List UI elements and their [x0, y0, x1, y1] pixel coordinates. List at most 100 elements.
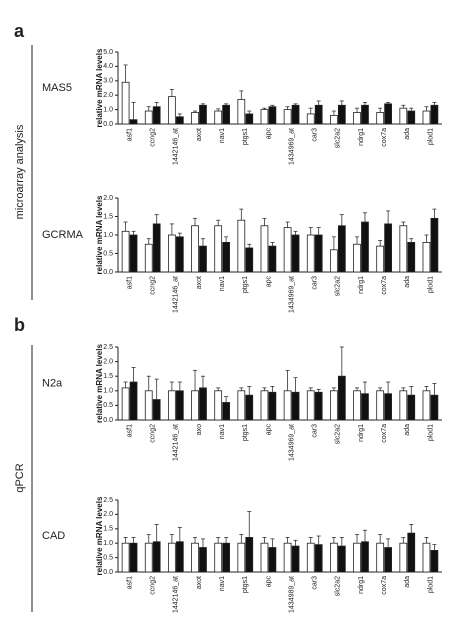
- error-bar: [378, 240, 383, 247]
- x-tick-label: ndrg1: [358, 424, 365, 442]
- bar: [399, 390, 408, 421]
- x-tick-label: ccng2: [150, 128, 157, 147]
- error-bar: [247, 243, 252, 248]
- error-bar: [154, 524, 159, 542]
- error-bar: [432, 383, 437, 396]
- error-bar: [409, 238, 414, 243]
- bar: [214, 225, 223, 273]
- bar: [237, 99, 246, 125]
- error-bar: [154, 214, 159, 224]
- error-bar: [123, 221, 128, 232]
- bar: [353, 390, 361, 421]
- bar: [361, 393, 369, 421]
- bar: [260, 109, 269, 125]
- bar: [144, 542, 153, 573]
- error-bar: [123, 64, 128, 83]
- error-bar: [293, 230, 298, 235]
- error-bar: [432, 208, 437, 219]
- bar: [175, 541, 184, 573]
- bar: [191, 390, 199, 421]
- y-tick-label: 0.5: [103, 554, 113, 561]
- bar: [337, 225, 346, 273]
- x-tick-label: asf1: [126, 424, 133, 437]
- bar: [330, 114, 338, 125]
- bar: [291, 545, 300, 573]
- x-tick-label: car3: [312, 276, 319, 290]
- x-tick-label: cox7a: [381, 276, 388, 295]
- error-bar: [432, 544, 437, 551]
- panel-label: a: [14, 21, 25, 41]
- bar: [129, 381, 138, 421]
- bar: [214, 542, 223, 573]
- bar: [245, 113, 254, 125]
- bar: [330, 542, 338, 573]
- bar: [191, 225, 199, 273]
- bar: [430, 394, 439, 421]
- bar: [306, 234, 315, 273]
- y-tick-label: 0.5: [103, 250, 113, 257]
- bar: [245, 537, 254, 573]
- bar: [152, 106, 161, 125]
- y-tick-label: 1.0: [103, 106, 113, 113]
- x-tick-label: axot: [196, 576, 203, 589]
- bar: [376, 112, 385, 125]
- x-tick-label: asf1: [126, 576, 133, 589]
- x-tick-label: 1434969_at: [288, 276, 295, 313]
- error-bar: [131, 367, 136, 383]
- x-tick-label: asf1: [126, 128, 133, 141]
- bar: [168, 542, 176, 573]
- x-tick-label: ada: [404, 576, 411, 588]
- error-bar: [131, 230, 136, 235]
- bar: [422, 390, 431, 421]
- bar: [222, 402, 230, 421]
- x-tick-label: apc: [265, 128, 272, 140]
- error-bar: [262, 107, 267, 110]
- bar: [214, 110, 223, 125]
- bar: [222, 241, 230, 273]
- bar: [314, 104, 323, 125]
- x-tick-label: cox7a: [381, 128, 388, 147]
- error-bar: [224, 537, 229, 544]
- group-label: microarray analysis: [14, 124, 26, 219]
- y-tick-label: 1.5: [103, 526, 113, 533]
- error-bar: [293, 103, 298, 106]
- error-bar: [362, 102, 367, 106]
- y-tick-label: 0.0: [103, 121, 113, 128]
- error-bar: [386, 538, 391, 548]
- bar: [168, 390, 176, 421]
- bar: [144, 390, 153, 421]
- error-bar: [193, 537, 198, 544]
- error-bar: [378, 534, 383, 544]
- y-tick-label: 0.0: [103, 417, 113, 424]
- x-tick-label: apc: [265, 276, 272, 288]
- error-bar: [169, 381, 174, 391]
- error-bar: [262, 217, 267, 226]
- error-bar: [355, 236, 360, 245]
- bar: [283, 109, 292, 125]
- bar: [214, 390, 223, 421]
- x-tick-label: 1434969_at: [288, 128, 295, 165]
- x-tick-label: slc2a2: [335, 576, 342, 596]
- bar: [422, 542, 431, 573]
- error-bar: [386, 102, 391, 104]
- bar: [314, 391, 323, 421]
- bar: [314, 234, 323, 273]
- bar: [407, 110, 416, 125]
- bar: [384, 223, 392, 273]
- error-bar: [247, 511, 252, 538]
- y-tick-label: 2.5: [103, 497, 113, 504]
- x-tick-label: ada: [404, 424, 411, 436]
- x-tick-label: apc: [265, 576, 272, 588]
- x-tick-label: nav1: [219, 276, 226, 291]
- bar: [306, 390, 315, 421]
- bar: [237, 542, 246, 573]
- error-bar: [131, 102, 136, 120]
- bar: [199, 104, 207, 125]
- bar: [306, 542, 315, 573]
- error-bar: [247, 110, 252, 114]
- y-tick-label: 1.0: [103, 232, 113, 239]
- bar: [199, 387, 207, 421]
- error-bar: [316, 388, 321, 393]
- error-bar: [216, 387, 221, 391]
- y-tick-label: 0.0: [103, 569, 113, 576]
